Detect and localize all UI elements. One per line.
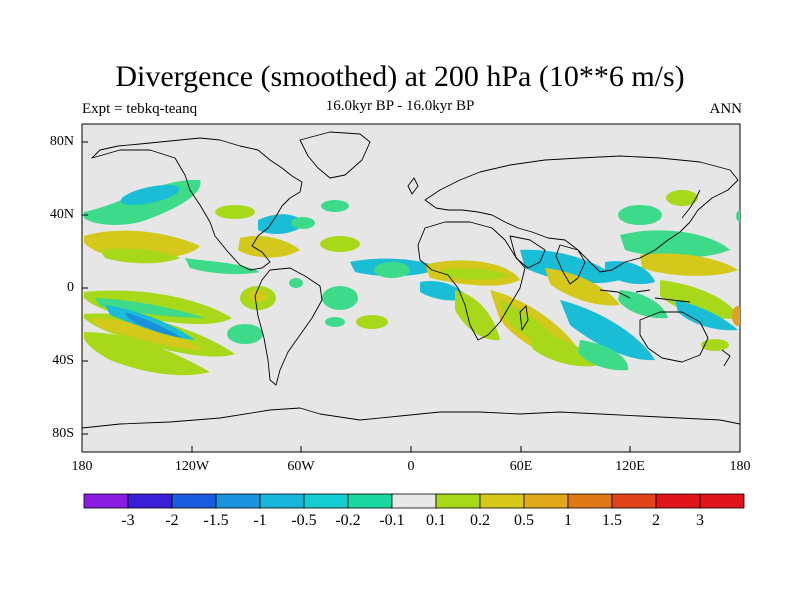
colorbar-swatch bbox=[303, 493, 349, 509]
colorbar-swatch bbox=[655, 493, 701, 509]
colorbar-swatch bbox=[435, 493, 481, 509]
colorbar-label: 1 bbox=[564, 512, 572, 529]
experiment-label: Expt = tebkq-teanq bbox=[82, 101, 198, 117]
colorbar-swatch bbox=[391, 493, 437, 509]
colorbar-swatch bbox=[347, 493, 393, 509]
colorbar-swatch bbox=[83, 493, 129, 509]
colorbar-label: -2 bbox=[165, 512, 179, 529]
axis-ticks bbox=[81, 141, 741, 452]
new-zealand-outline bbox=[721, 349, 731, 367]
map-frame bbox=[81, 123, 741, 453]
colorbar-swatch bbox=[215, 493, 261, 509]
lon-label-120w: 120W bbox=[174, 459, 210, 474]
arabia-outline bbox=[509, 235, 546, 269]
colorbar-label: 0.5 bbox=[514, 512, 534, 529]
indonesia-outline bbox=[599, 289, 691, 303]
colorbar-swatch bbox=[567, 493, 613, 509]
lat-label-80n: 80N bbox=[49, 134, 74, 149]
colorbar-swatch bbox=[259, 493, 305, 509]
divergence-field bbox=[84, 179, 740, 376]
colorbar-label: -0.1 bbox=[379, 512, 405, 529]
japan-outline bbox=[681, 189, 701, 219]
colorbar-label: 2 bbox=[652, 512, 660, 529]
colorbar-swatch bbox=[127, 493, 173, 509]
lat-label-0: 0 bbox=[67, 280, 74, 295]
colorbar-label: -3 bbox=[121, 512, 135, 529]
africa-outline bbox=[417, 221, 526, 341]
south-america-outline bbox=[254, 267, 323, 386]
colorbar-label: 0.2 bbox=[470, 512, 490, 529]
lon-label-0: 0 bbox=[407, 459, 415, 474]
colorbar-label: 1.5 bbox=[602, 512, 622, 529]
colorbar-swatch bbox=[699, 493, 745, 509]
lon-label-180w: 180 bbox=[71, 459, 93, 474]
north-america-outline bbox=[91, 137, 303, 271]
colorbar-label: -0.5 bbox=[291, 512, 317, 529]
colorbar-label: 0.1 bbox=[426, 512, 446, 529]
colorbar-swatch bbox=[611, 493, 657, 509]
lon-label-60w: 60W bbox=[287, 459, 315, 474]
period-label: 16.0kyr BP - 16.0kyr BP bbox=[325, 98, 475, 114]
lat-label-40s: 40S bbox=[52, 353, 74, 368]
colorbar-swatch bbox=[171, 493, 217, 509]
lat-label-80s: 80S bbox=[52, 426, 74, 441]
colorbar-label: -1 bbox=[253, 512, 267, 529]
colorbar-label: -1.5 bbox=[203, 512, 229, 529]
india-outline bbox=[555, 244, 586, 285]
eurasia-outline bbox=[424, 155, 739, 273]
lon-label-180e: 180 bbox=[729, 459, 751, 474]
madagascar-outline bbox=[519, 305, 529, 331]
colorbar bbox=[83, 493, 745, 509]
colorbar-label: 3 bbox=[696, 512, 704, 529]
colorbar-label: -0.2 bbox=[335, 512, 361, 529]
map-title: Divergence (smoothed) at 200 hPa (10**6 … bbox=[115, 60, 685, 93]
uk-outline bbox=[407, 177, 419, 195]
season-label: ANN bbox=[709, 101, 743, 117]
coastlines bbox=[81, 131, 741, 429]
colorbar-swatch bbox=[523, 493, 569, 509]
lon-label-60e: 60E bbox=[509, 459, 533, 474]
colorbar-swatch bbox=[479, 493, 525, 509]
greenland-outline bbox=[299, 131, 371, 179]
lat-label-40n: 40N bbox=[49, 207, 74, 222]
lon-label-120e: 120E bbox=[615, 459, 645, 474]
antarctica-outline bbox=[81, 407, 741, 429]
australia-outline bbox=[639, 311, 709, 363]
